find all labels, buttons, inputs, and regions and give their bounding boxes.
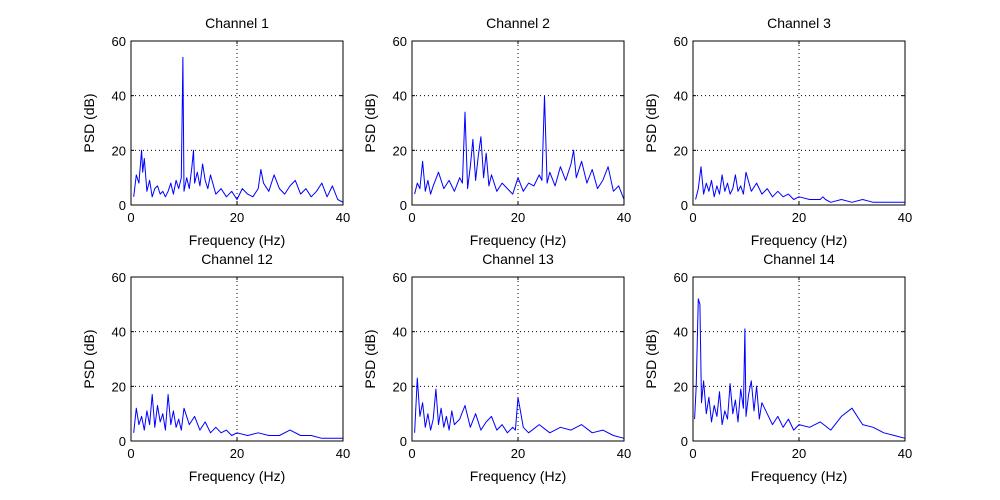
y-tick-label: 60 xyxy=(393,270,407,285)
x-tick-label: 0 xyxy=(127,446,134,461)
chart-title: Channel 13 xyxy=(482,251,554,267)
y-axis-label: PSD (dB) xyxy=(81,93,97,152)
y-axis-label: PSD (dB) xyxy=(81,329,97,388)
series-line xyxy=(414,377,625,439)
series-line xyxy=(133,394,343,439)
chart-title: Channel 1 xyxy=(205,15,269,31)
x-axis-label: Frequency (Hz) xyxy=(751,232,847,248)
chart-panel-3: 0 20 40 0 20 40 60 Channel 3 Frequency (Hz) PSD (… xyxy=(643,15,912,248)
x-axis-label: Frequency (Hz) xyxy=(751,468,847,484)
x-tick-label: 20 xyxy=(511,210,525,225)
chart-title: Channel 3 xyxy=(767,15,831,31)
y-tick-label: 60 xyxy=(112,34,126,49)
x-tick-label: 40 xyxy=(336,210,350,225)
series-line xyxy=(695,166,905,203)
chart-panel-2: 0 20 40 0 20 40 60 Channel 2 Frequency (Hz) PSD (… xyxy=(362,15,631,248)
x-axis-label: Frequency (Hz) xyxy=(189,468,285,484)
y-tick-label: 0 xyxy=(400,198,407,213)
x-tick-label: 20 xyxy=(230,210,244,225)
series-line xyxy=(414,95,625,200)
x-tick-label: 40 xyxy=(898,446,912,461)
x-axis-label: Frequency (Hz) xyxy=(189,232,285,248)
x-tick-label: 20 xyxy=(230,446,244,461)
chart-panel-4: 0 20 40 0 20 40 60 Channel 12 Frequency (Hz) PSD … xyxy=(81,251,350,484)
x-tick-label: 0 xyxy=(408,446,415,461)
x-tick-label: 0 xyxy=(689,210,696,225)
series-line xyxy=(694,298,906,439)
y-tick-label: 40 xyxy=(112,325,126,340)
y-tick-label: 40 xyxy=(112,89,126,104)
chart-panel-1: 0 20 40 0 20 40 60 Channel 1 Frequency (Hz) PSD (… xyxy=(81,15,350,248)
y-tick-label: 60 xyxy=(674,34,688,49)
x-tick-label: 20 xyxy=(792,446,806,461)
x-tick-label: 40 xyxy=(617,210,631,225)
y-tick-label: 20 xyxy=(674,379,688,394)
y-tick-label: 60 xyxy=(674,270,688,285)
y-tick-label: 40 xyxy=(674,89,688,104)
x-tick-label: 20 xyxy=(511,446,525,461)
chart-panel-6: 0 20 40 0 20 40 60 Channel 14 Frequency (Hz) PSD … xyxy=(643,251,912,484)
chart-title: Channel 12 xyxy=(201,251,273,267)
x-tick-label: 40 xyxy=(617,446,631,461)
y-axis-label: PSD (dB) xyxy=(643,93,659,152)
y-tick-label: 40 xyxy=(393,325,407,340)
y-tick-label: 40 xyxy=(393,89,407,104)
chart-title: Channel 14 xyxy=(763,251,835,267)
y-tick-label: 20 xyxy=(112,379,126,394)
y-tick-label: 20 xyxy=(393,143,407,158)
x-axis-label: Frequency (Hz) xyxy=(470,468,566,484)
x-tick-label: 0 xyxy=(127,210,134,225)
x-axis-label: Frequency (Hz) xyxy=(470,232,566,248)
chart-panel-5: 0 20 40 0 20 40 60 Channel 13 Frequency (Hz) PSD … xyxy=(362,251,631,484)
y-axis-label: PSD (dB) xyxy=(362,93,378,152)
y-tick-label: 0 xyxy=(681,434,688,449)
x-tick-label: 0 xyxy=(408,210,415,225)
y-tick-label: 60 xyxy=(393,34,407,49)
y-tick-label: 0 xyxy=(681,198,688,213)
chart-title: Channel 2 xyxy=(486,15,550,31)
x-tick-label: 0 xyxy=(689,446,696,461)
x-tick-label: 40 xyxy=(336,446,350,461)
y-tick-label: 60 xyxy=(112,270,126,285)
y-tick-label: 40 xyxy=(674,325,688,340)
y-tick-label: 0 xyxy=(119,434,126,449)
y-axis-label: PSD (dB) xyxy=(362,329,378,388)
x-tick-label: 20 xyxy=(792,210,806,225)
y-tick-label: 20 xyxy=(112,143,126,158)
series-line xyxy=(133,56,344,203)
y-tick-label: 0 xyxy=(400,434,407,449)
y-tick-label: 20 xyxy=(674,143,688,158)
y-axis-label: PSD (dB) xyxy=(643,329,659,388)
x-tick-label: 40 xyxy=(898,210,912,225)
y-tick-label: 20 xyxy=(393,379,407,394)
y-tick-label: 0 xyxy=(119,198,126,213)
